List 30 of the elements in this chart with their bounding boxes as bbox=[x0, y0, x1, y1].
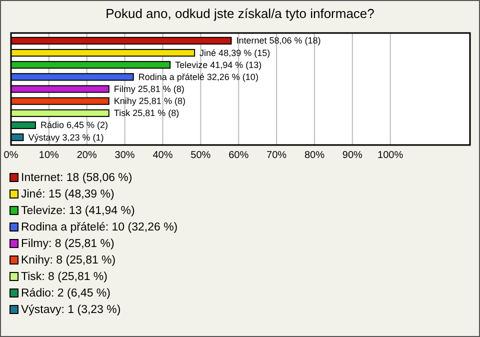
x-tick-label: 30% bbox=[114, 150, 135, 161]
text: Filmy: 8 (25,81 %) bbox=[21, 238, 114, 250]
data-label: Internet 58,06 % (18) bbox=[236, 36, 321, 46]
x-tick-label: 0% bbox=[4, 150, 18, 161]
data-label: Výstavy 3,23 % (1) bbox=[28, 132, 104, 142]
data-label: Filmy 25,81 % (8) bbox=[114, 84, 184, 94]
data-label: Jiné 48,39 % (15) bbox=[200, 48, 270, 58]
x-tick-label: 80% bbox=[304, 150, 325, 161]
text: Internet: 18 (58,06 %) bbox=[21, 172, 132, 184]
text: Knihy: 8 (25,81 %) bbox=[21, 254, 116, 266]
chart-title: Pokud ano, odkud jste získal/a tyto informace? bbox=[106, 6, 374, 21]
x-tick-label: 20% bbox=[76, 150, 97, 161]
x-tick-label: 40% bbox=[152, 150, 173, 161]
x-tick-label: 100% bbox=[378, 150, 404, 161]
data-label: Knihy 25,81 % (8) bbox=[114, 96, 186, 106]
x-tick-label: 60% bbox=[228, 150, 249, 161]
text: Rádio: 2 (6,45 %) bbox=[21, 288, 111, 300]
x-tick-label: 90% bbox=[342, 150, 363, 161]
data-label: Rádio 6,45 % (2) bbox=[40, 120, 108, 130]
x-tick-label: 70% bbox=[266, 150, 287, 161]
x-tick-label: 50% bbox=[190, 150, 211, 161]
text: Výstavy: 1 (3,23 %) bbox=[21, 304, 121, 316]
data-label: Televize 41,94 % (13) bbox=[175, 60, 262, 70]
data-label: Rodina a přátelé 32,26 % (10) bbox=[138, 72, 258, 82]
data-label: Tisk 25,81 % (8) bbox=[114, 108, 180, 118]
text: Jiné: 15 (48,39 %) bbox=[21, 188, 114, 200]
text: Televize: 13 (41,94 %) bbox=[21, 205, 135, 217]
x-tick-label: 10% bbox=[38, 150, 60, 161]
text: Rodina a přátelé: 10 (32,26 %) bbox=[21, 222, 178, 234]
text: Tisk: 8 (25,81 %) bbox=[21, 271, 108, 283]
